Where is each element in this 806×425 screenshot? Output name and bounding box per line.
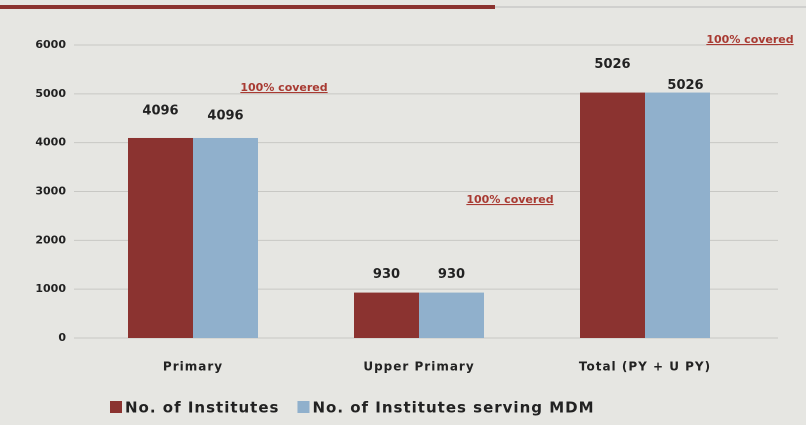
data-label: 930: [438, 267, 465, 282]
bar: [354, 292, 419, 338]
x-tick-label: Total (PY + U PY): [579, 360, 711, 374]
x-tick-label: Upper Primary: [363, 360, 474, 374]
legend-label: No. of Institutes serving MDM: [312, 399, 594, 417]
y-tick-label: 5000: [35, 87, 66, 100]
legend-swatch: [110, 401, 122, 413]
bar: [193, 137, 258, 338]
y-tick-label: 1000: [35, 282, 66, 295]
data-label: 4096: [207, 108, 243, 123]
annotation: 100% covered: [466, 193, 553, 206]
data-label: 5026: [667, 78, 703, 93]
data-label: 930: [373, 267, 400, 282]
annotation: 100% covered: [706, 33, 793, 46]
annotation: 100% covered: [240, 81, 327, 94]
y-tick-label: 4000: [35, 136, 66, 149]
x-tick-label: Primary: [163, 360, 223, 374]
legend-swatch: [297, 401, 310, 413]
bar: [645, 92, 710, 339]
y-tick-label: 2000: [35, 233, 66, 246]
bar: [580, 92, 645, 339]
legend-label: No. of Institutes: [125, 399, 279, 417]
data-label: 5026: [594, 57, 630, 72]
bar: [419, 292, 484, 338]
y-tick-label: 6000: [35, 38, 66, 51]
y-tick-label: 0: [58, 331, 66, 344]
data-label: 4096: [142, 103, 178, 118]
bar: [128, 137, 193, 338]
y-tick-label: 3000: [35, 185, 66, 198]
